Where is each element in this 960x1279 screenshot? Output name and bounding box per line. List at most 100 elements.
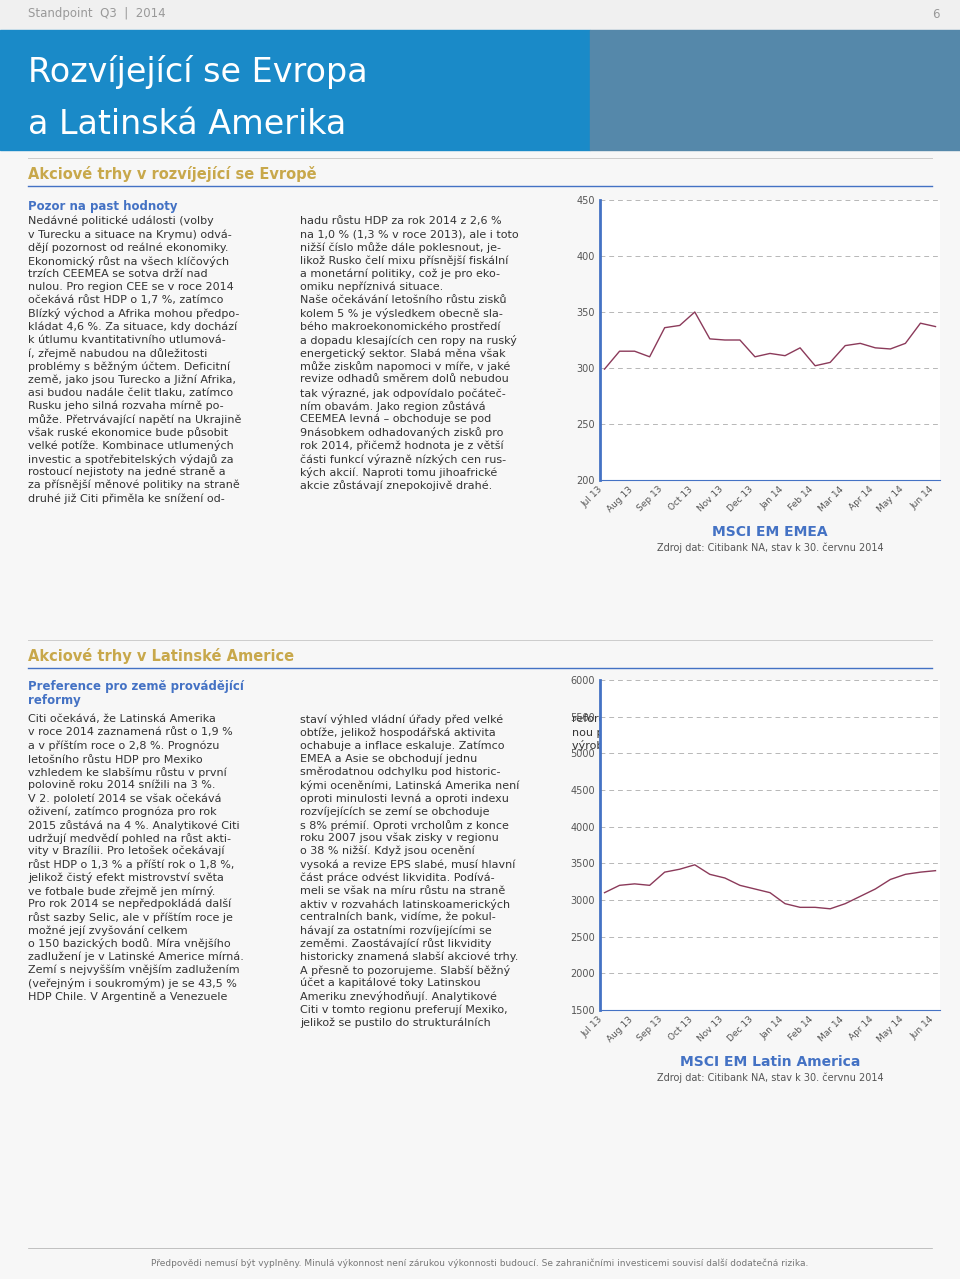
Text: hávají za ostatními rozvíjejícími se: hávají za ostatními rozvíjejícími se bbox=[300, 925, 492, 936]
Text: trzích CEEMEA se sotva drží nad: trzích CEEMEA se sotva drží nad bbox=[28, 269, 207, 279]
Text: Předpovědi nemusí být vyplněny. Minulá výkonnost není zárukou výkonnosti budoucí: Předpovědi nemusí být vyplněny. Minulá v… bbox=[152, 1259, 808, 1267]
Text: Rusku jeho silná rozvaha mírně po-: Rusku jeho silná rozvaha mírně po- bbox=[28, 400, 224, 412]
Text: v Turecku a situace na Krymu) odvá-: v Turecku a situace na Krymu) odvá- bbox=[28, 229, 231, 239]
Text: směrodatnou odchylku pod historic-: směrodatnou odchylku pod historic- bbox=[300, 767, 500, 778]
Text: likož Rusko čelí mixu přísnější fiskální: likož Rusko čelí mixu přísnější fiskální bbox=[300, 256, 509, 266]
Text: rostoucí nejistoty na jedné straně a: rostoucí nejistoty na jedné straně a bbox=[28, 467, 226, 477]
Text: kládat 4,6 %. Za situace, kdy dochází: kládat 4,6 %. Za situace, kdy dochází bbox=[28, 321, 237, 333]
Text: roku 2007 jsou však zisky v regionu: roku 2007 jsou však zisky v regionu bbox=[300, 833, 499, 843]
Text: zeměmi. Zaostávající růst likvidity: zeměmi. Zaostávající růst likvidity bbox=[300, 939, 492, 949]
Text: 2015 zůstává na 4 %. Analytikové Citi: 2015 zůstává na 4 %. Analytikové Citi bbox=[28, 820, 240, 830]
Text: růst HDP o 1,3 % a příští rok o 1,8 %,: růst HDP o 1,3 % a příští rok o 1,8 %, bbox=[28, 859, 234, 870]
Text: staví výhled vládní úřady před velké: staví výhled vládní úřady před velké bbox=[300, 714, 503, 725]
Text: jelikož se pustilo do strukturálních: jelikož se pustilo do strukturálních bbox=[300, 1018, 491, 1028]
Text: část práce odvést likvidita. Podívá-: část práce odvést likvidita. Podívá- bbox=[300, 872, 494, 883]
Text: revize odhadů směrem dolů nebudou: revize odhadů směrem dolů nebudou bbox=[300, 375, 509, 385]
Text: druhé již Citi přiměla ke snížení od-: druhé již Citi přiměla ke snížení od- bbox=[28, 494, 225, 504]
Text: dějí pozornost od reálné ekonomiky.: dějí pozornost od reálné ekonomiky. bbox=[28, 243, 228, 253]
Text: oživení, zatímco prognóza pro rok: oživení, zatímco prognóza pro rok bbox=[28, 806, 217, 817]
Text: reforem, vyznává tržně orientova-: reforem, vyznává tržně orientova- bbox=[572, 714, 763, 724]
Text: velké potíže. Kombinace utlumených: velké potíže. Kombinace utlumených bbox=[28, 440, 233, 451]
Text: obtíže, jelikož hospodářská aktivita: obtíže, jelikož hospodářská aktivita bbox=[300, 728, 495, 738]
Text: rok 2014, přičemž hodnota je z větší: rok 2014, přičemž hodnota je z větší bbox=[300, 440, 504, 451]
Text: problémy s běžným účtem. Deficitní: problémy s běžným účtem. Deficitní bbox=[28, 361, 230, 372]
Text: CEEMEA levná – obchoduje se pod: CEEMEA levná – obchoduje se pod bbox=[300, 414, 492, 425]
Text: MSCI EM EMEA: MSCI EM EMEA bbox=[712, 524, 828, 538]
Text: meli se však na míru růstu na straně: meli se však na míru růstu na straně bbox=[300, 885, 505, 895]
Text: Ameriku znevýhodňují. Analytikové: Ameriku znevýhodňují. Analytikové bbox=[300, 991, 497, 1003]
Text: vysoká a revize EPS slabé, musí hlavní: vysoká a revize EPS slabé, musí hlavní bbox=[300, 859, 516, 870]
Text: Blízký východ a Afrika mohou předpo-: Blízký východ a Afrika mohou předpo- bbox=[28, 308, 239, 320]
Text: Zemí s nejvyšším vnějším zadlužením: Zemí s nejvyšším vnějším zadlužením bbox=[28, 964, 240, 976]
Text: 6: 6 bbox=[932, 8, 940, 20]
Text: kými oceněními, Latinská Amerika není: kými oceněními, Latinská Amerika není bbox=[300, 780, 519, 790]
Text: letošního růstu HDP pro Mexiko: letošního růstu HDP pro Mexiko bbox=[28, 753, 203, 765]
Bar bbox=[0, 29, 590, 150]
Text: Ekonomický růst na všech klíčových: Ekonomický růst na všech klíčových bbox=[28, 256, 229, 266]
Text: může ziskům napomoci v míře, v jaké: může ziskům napomoci v míře, v jaké bbox=[300, 361, 511, 372]
Text: rozvíjejících se zemí se obchoduje: rozvíjejících se zemí se obchoduje bbox=[300, 806, 490, 817]
Text: kých akcií. Naproti tomu jihoafrické: kých akcií. Naproti tomu jihoafrické bbox=[300, 467, 497, 478]
Text: investic a spotřebitelských výdajů za: investic a spotřebitelských výdajů za bbox=[28, 454, 233, 464]
Bar bbox=[0, 0, 960, 29]
Text: historicky znamená slabší akciové trhy.: historicky znamená slabší akciové trhy. bbox=[300, 952, 518, 962]
Text: vzhledem ke slabšímu růstu v první: vzhledem ke slabšímu růstu v první bbox=[28, 767, 227, 778]
Text: nulou. Pro region CEE se v roce 2014: nulou. Pro region CEE se v roce 2014 bbox=[28, 281, 233, 292]
Text: k útlumu kvantitativního utlumová-: k útlumu kvantitativního utlumová- bbox=[28, 335, 226, 345]
Text: výroby v USA.: výroby v USA. bbox=[572, 741, 650, 751]
Text: nou politiku a má prospěch z oživení: nou politiku a má prospěch z oživení bbox=[572, 728, 776, 738]
Text: a v příštím roce o 2,8 %. Prognózu: a v příštím roce o 2,8 %. Prognózu bbox=[28, 741, 220, 751]
Text: bého makroekonomického prostředí: bého makroekonomického prostředí bbox=[300, 321, 500, 333]
Text: energetický sektor. Slabá měna však: energetický sektor. Slabá měna však bbox=[300, 348, 506, 359]
Text: části funkcí výrazně nízkých cen rus-: části funkcí výrazně nízkých cen rus- bbox=[300, 454, 506, 464]
Text: Zdroj dat: Citibank NA, stav k 30. červnu 2014: Zdroj dat: Citibank NA, stav k 30. červn… bbox=[657, 542, 883, 554]
Text: ochabuje a inflace eskaluje. Zatímco: ochabuje a inflace eskaluje. Zatímco bbox=[300, 741, 505, 751]
Text: však ruské ekonomice bude působit: však ruské ekonomice bude působit bbox=[28, 427, 228, 439]
Text: omiku nepříznivá situace.: omiku nepříznivá situace. bbox=[300, 281, 444, 293]
Text: centralních bank, vidíme, že pokul-: centralních bank, vidíme, že pokul- bbox=[300, 912, 495, 922]
Text: tak výrazné, jak odpovídalo počáteč-: tak výrazné, jak odpovídalo počáteč- bbox=[300, 388, 506, 399]
Text: Akciové trhy v rozvíjející se Evropě: Akciové trhy v rozvíjející se Evropě bbox=[28, 166, 317, 182]
Text: akcie zůstávají znepokojivě drahé.: akcie zůstávají znepokojivě drahé. bbox=[300, 480, 492, 491]
Text: Preference pro země provádějící: Preference pro země provádějící bbox=[28, 680, 244, 693]
Text: Naše očekávání letošního růstu zisků: Naše očekávání letošního růstu zisků bbox=[300, 295, 507, 306]
Text: aktiv v rozvahách latinskoamerických: aktiv v rozvahách latinskoamerických bbox=[300, 899, 510, 909]
Text: může. Přetrvávající napětí na Ukrajině: může. Přetrvávající napětí na Ukrajině bbox=[28, 414, 241, 425]
Text: ním obavám. Jako region zůstává: ním obavám. Jako region zůstává bbox=[300, 400, 486, 412]
Text: Zdroj dat: Citibank NA, stav k 30. červnu 2014: Zdroj dat: Citibank NA, stav k 30. červn… bbox=[657, 1073, 883, 1083]
Text: jelikož čistý efekt mistrovství světa: jelikož čistý efekt mistrovství světa bbox=[28, 872, 224, 884]
Text: Citi v tomto regionu preferují Mexiko,: Citi v tomto regionu preferují Mexiko, bbox=[300, 1004, 508, 1016]
Text: í, zřejmě nabudou na důležitosti: í, zřejmě nabudou na důležitosti bbox=[28, 348, 207, 359]
Text: Nedávné politické události (volby: Nedávné politické události (volby bbox=[28, 216, 214, 226]
Text: na 1,0 % (1,3 % v roce 2013), ale i toto: na 1,0 % (1,3 % v roce 2013), ale i toto bbox=[300, 229, 518, 239]
Text: Citi očekává, že Latinská Amerika: Citi očekává, že Latinská Amerika bbox=[28, 714, 216, 724]
Text: vity v Brazílii. Pro letošek očekávají: vity v Brazílii. Pro letošek očekávají bbox=[28, 845, 225, 857]
Text: Standpoint  Q3  |  2014: Standpoint Q3 | 2014 bbox=[28, 8, 166, 20]
Text: MSCI EM Latin America: MSCI EM Latin America bbox=[680, 1055, 860, 1069]
Text: růst sazby Selic, ale v příštím roce je: růst sazby Selic, ale v příštím roce je bbox=[28, 912, 233, 923]
Text: hadu růstu HDP za rok 2014 z 2,6 %: hadu růstu HDP za rok 2014 z 2,6 % bbox=[300, 216, 502, 226]
Text: a monetární politiky, což je pro eko-: a monetární politiky, což je pro eko- bbox=[300, 269, 500, 279]
Text: A přesně to pozorujeme. Slabší běžný: A přesně to pozorujeme. Slabší běžný bbox=[300, 964, 511, 976]
Text: ve fotbale bude zřejmě jen mírný.: ve fotbale bude zřejmě jen mírný. bbox=[28, 885, 215, 897]
Text: kolem 5 % je výsledkem obecně sla-: kolem 5 % je výsledkem obecně sla- bbox=[300, 308, 503, 320]
Text: možné její zvyšování celkem: možné její zvyšování celkem bbox=[28, 925, 187, 936]
Text: s 8% prémií. Oproti vrcholům z konce: s 8% prémií. Oproti vrcholům z konce bbox=[300, 820, 509, 830]
Text: očekává růst HDP o 1,7 %, zatímco: očekává růst HDP o 1,7 %, zatímco bbox=[28, 295, 224, 306]
Text: asi budou nadále čelit tlaku, zatímco: asi budou nadále čelit tlaku, zatímco bbox=[28, 388, 233, 398]
Text: v roce 2014 zaznamená růst o 1,9 %: v roce 2014 zaznamená růst o 1,9 % bbox=[28, 728, 232, 737]
Text: Pro rok 2014 se nepředpokládá další: Pro rok 2014 se nepředpokládá další bbox=[28, 899, 231, 909]
Text: za přísnější měnové politiky na straně: za přísnější měnové politiky na straně bbox=[28, 480, 240, 491]
Bar bbox=[590, 29, 960, 150]
Text: o 38 % nižší. Když jsou ocenění: o 38 % nižší. Když jsou ocenění bbox=[300, 845, 475, 857]
Text: zadlužení je v Latinské Americe mírná.: zadlužení je v Latinské Americe mírná. bbox=[28, 952, 244, 962]
Text: reformy: reformy bbox=[28, 694, 81, 707]
Text: a Latinská Amerika: a Latinská Amerika bbox=[28, 109, 347, 142]
Text: o 150 bazických bodů. Míra vnějšího: o 150 bazických bodů. Míra vnějšího bbox=[28, 939, 230, 949]
Text: nižší číslo může dále poklesnout, je-: nižší číslo může dále poklesnout, je- bbox=[300, 243, 501, 253]
Text: V 2. pololetí 2014 se však očekává: V 2. pololetí 2014 se však očekává bbox=[28, 793, 222, 803]
Text: Rozvíjející se Evropa: Rozvíjející se Evropa bbox=[28, 55, 368, 90]
Text: (veřejným i soukromým) je se 43,5 %: (veřejným i soukromým) je se 43,5 % bbox=[28, 978, 237, 989]
Text: EMEA a Asie se obchodují jednu: EMEA a Asie se obchodují jednu bbox=[300, 753, 477, 764]
Text: země, jako jsou Turecko a Jižní Afrika,: země, jako jsou Turecko a Jižní Afrika, bbox=[28, 375, 236, 385]
